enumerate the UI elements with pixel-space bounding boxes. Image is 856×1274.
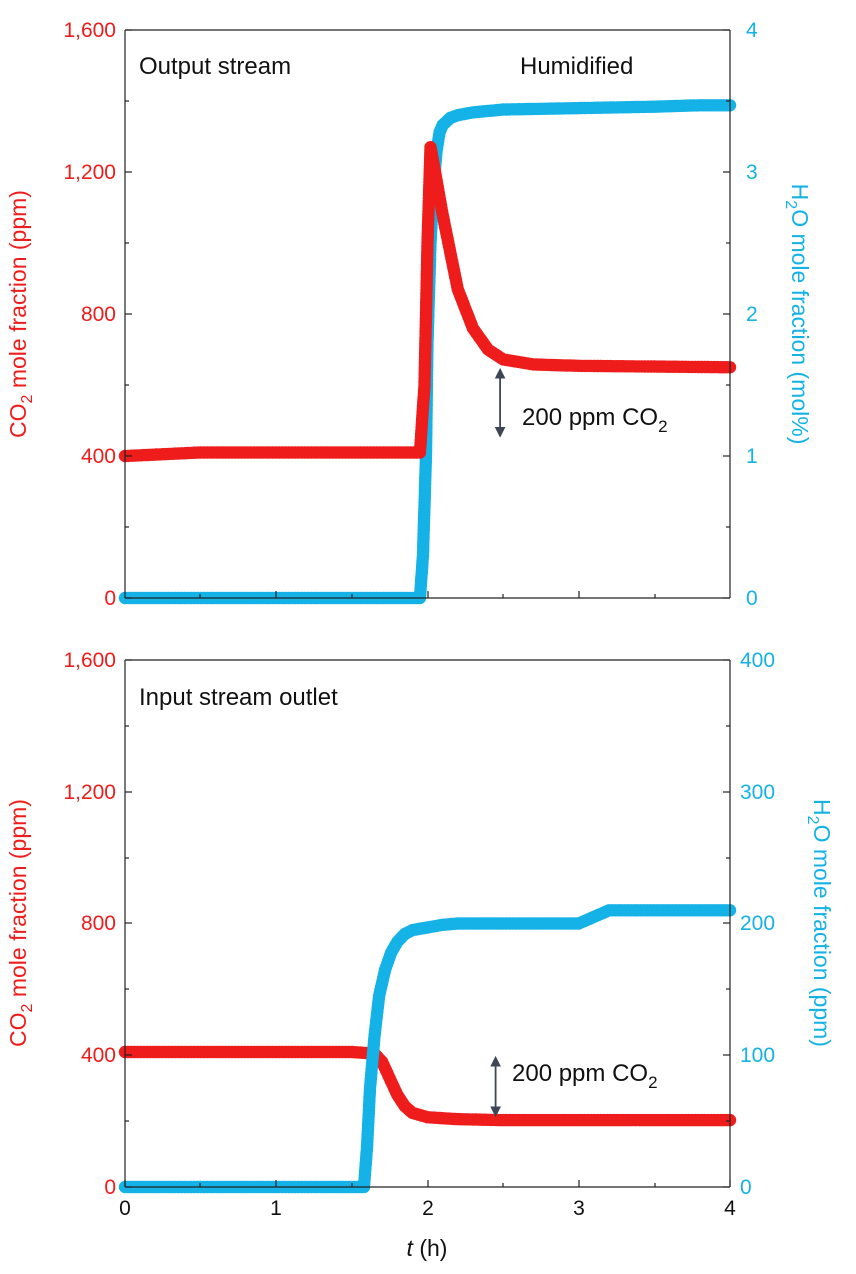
- panel-1-annotation-humidified: Humidified: [520, 53, 633, 80]
- tick-label: 1,200: [63, 781, 116, 804]
- tick-label: 1: [270, 1197, 282, 1220]
- tick-label: 1,200: [63, 161, 116, 184]
- panel-1-x-ticks: [199, 591, 656, 598]
- panel-2-right-axis-label: H2O mole fraction (ppm): [804, 799, 835, 1047]
- panel-1-data-marks: [118, 99, 737, 605]
- panel-2-right-ticks: [723, 659, 730, 1188]
- x-axis-tick-labels: 0 1 2 3 4: [119, 1197, 736, 1220]
- panel-1-left-axis-label: CO2 mole fraction (ppm): [5, 190, 36, 438]
- panel-2-right-tick-labels: 0 100 200 300 400: [740, 649, 775, 1199]
- panel-input-stream-outlet: 0 400 800 1,200 1,600 0 100 200 300 400: [5, 649, 835, 1261]
- tick-label: 400: [81, 445, 116, 468]
- panel-1-right-tick-labels: 0 1 2 3 4: [746, 19, 758, 610]
- tick-label: 400: [81, 1044, 116, 1067]
- panel-2-title: Input stream outlet: [139, 684, 338, 711]
- panel-1-left-ticks: [125, 29, 132, 599]
- tick-label: 100: [740, 1044, 775, 1067]
- tick-label: 2: [422, 1197, 434, 1220]
- panel-2-data-marks: [118, 904, 737, 1194]
- tick-label: 0: [104, 1176, 116, 1199]
- tick-label: 0: [740, 1176, 752, 1199]
- panel-1-right-axis-label: H2O mole fraction (mol%): [782, 184, 813, 445]
- panel-1-left-tick-labels: 0 400 800 1,200 1,600: [63, 19, 116, 610]
- tick-label: 200: [740, 912, 775, 935]
- tick-label: 400: [740, 649, 775, 672]
- tick-label: 1,600: [63, 649, 116, 672]
- tick-label: 3: [746, 161, 758, 184]
- tick-label: 1: [746, 445, 758, 468]
- tick-label: 4: [724, 1197, 736, 1220]
- tick-label: 4: [746, 19, 758, 42]
- panel-1-title: Output stream: [139, 53, 291, 80]
- panel-2-x-ticks: [124, 1180, 731, 1187]
- panel-1-right-ticks: [723, 29, 730, 599]
- tick-label: 800: [81, 303, 116, 326]
- panel-1-arrow-label: 200 ppm CO2: [522, 404, 668, 436]
- panel-2-left-axis-label: CO2 mole fraction (ppm): [5, 799, 36, 1047]
- panel-2-arrow-label: 200 ppm CO2: [512, 1060, 658, 1092]
- tick-label: 300: [740, 781, 775, 804]
- tick-label: 2: [746, 303, 758, 326]
- tick-label: 0: [119, 1197, 131, 1220]
- panel-output-stream: 0 400 800 1,200 1,600 0 1 2 3 4: [5, 19, 813, 610]
- tick-label: 1,600: [63, 19, 116, 42]
- panel-2-left-ticks: [125, 659, 132, 1188]
- tick-label: 0: [746, 587, 758, 610]
- tick-label: 0: [104, 587, 116, 610]
- tick-label: 800: [81, 912, 116, 935]
- panel-2-left-tick-labels: 0 400 800 1,200 1,600: [63, 649, 116, 1199]
- x-axis-label: t (h): [407, 1235, 448, 1261]
- tick-label: 3: [573, 1197, 585, 1220]
